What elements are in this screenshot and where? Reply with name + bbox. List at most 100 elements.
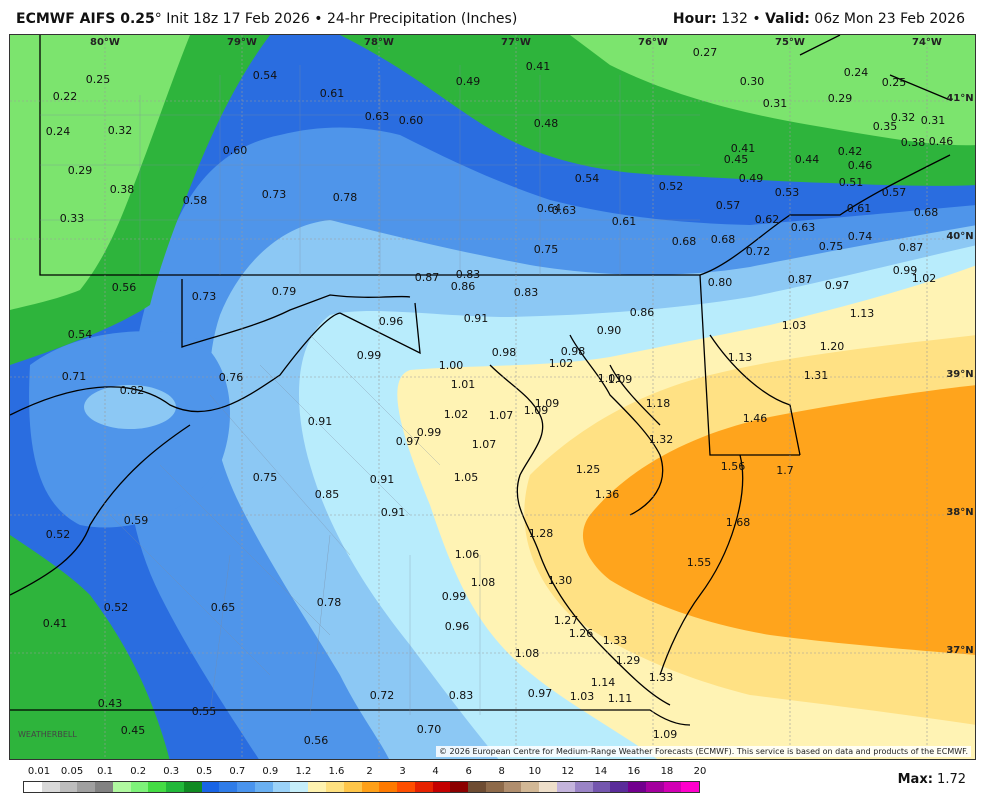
legend-swatch — [681, 782, 700, 792]
legend-swatch — [574, 782, 593, 792]
legend-swatch — [663, 782, 682, 792]
legend-swatch — [485, 782, 504, 792]
legend-swatch — [432, 782, 451, 792]
precip-value: 0.41 — [43, 617, 68, 630]
precip-value: 1.08 — [471, 576, 496, 589]
weatherbell-logo: WEATHERBELL — [18, 730, 77, 739]
precip-value: 0.25 — [86, 73, 111, 86]
precip-value: 0.57 — [882, 186, 907, 199]
precip-value: 1.32 — [649, 433, 674, 446]
precip-value: 0.97 — [528, 687, 553, 700]
legend-label: 0.1 — [97, 766, 114, 777]
map-title: ECMWF AIFS 0.25° Init 18z 17 Feb 2026 • … — [16, 11, 518, 27]
precip-value: 0.99 — [893, 264, 918, 277]
legend-swatch — [130, 782, 149, 792]
precip-value: 1.09 — [535, 397, 560, 410]
precip-value: 1.09 — [608, 373, 633, 386]
legend-swatch — [24, 782, 42, 792]
precip-value: 0.96 — [379, 315, 404, 328]
precip-value: 0.46 — [848, 159, 873, 172]
band-orange — [582, 385, 975, 655]
legend-swatch — [397, 782, 415, 792]
precip-value: 0.62 — [755, 213, 780, 226]
legend-label: 2 — [366, 766, 373, 777]
precip-value: 0.91 — [308, 415, 333, 428]
precip-value: 1.25 — [576, 463, 601, 476]
precip-value: 0.85 — [315, 488, 340, 501]
precip-value: 0.83 — [514, 286, 539, 299]
precip-value: 0.87 — [788, 273, 813, 286]
precip-value: 1.68 — [726, 516, 751, 529]
longitude-label: 76°W — [638, 37, 668, 48]
precip-value: 0.46 — [929, 135, 954, 148]
precip-value: 1.7 — [776, 464, 794, 477]
band-lightgreen — [10, 35, 190, 310]
precip-value: 0.64 — [537, 202, 562, 215]
precip-value: 0.43 — [98, 697, 123, 710]
precip-value: 0.76 — [219, 371, 244, 384]
precip-value: 0.91 — [464, 312, 489, 325]
precip-value: 0.98 — [561, 345, 586, 358]
legend-swatch — [361, 782, 380, 792]
precip-value: 0.29 — [828, 92, 853, 105]
precip-map[interactable]: 80°W 79°W 78°W 77°W 76°W 75°W 74°W 41°N 40°N 39°… — [9, 34, 976, 760]
precip-value: 0.86 — [630, 306, 655, 319]
precip-value: 1.08 — [515, 647, 540, 660]
legend-swatch — [414, 782, 433, 792]
legend-swatch — [645, 782, 664, 792]
precip-value: 1.20 — [820, 340, 845, 353]
precip-value: 1.27 — [554, 614, 579, 627]
precip-value: 0.45 — [121, 724, 146, 737]
legend-swatch — [77, 782, 96, 792]
precip-value: 0.65 — [211, 601, 236, 614]
legend-swatch — [539, 782, 557, 792]
precip-value: 1.02 — [549, 357, 574, 370]
precip-value: 0.99 — [357, 349, 382, 362]
legend-label: 10 — [528, 766, 542, 777]
legend-label: 6 — [465, 766, 472, 777]
header: ECMWF AIFS 0.25° Init 18z 17 Feb 2026 • … — [0, 0, 984, 34]
precip-value: 0.72 — [746, 245, 771, 258]
legend-label: 0.9 — [262, 766, 279, 777]
precip-value: 0.41 — [526, 60, 551, 73]
legend-label: 0.5 — [196, 766, 213, 777]
legend-swatch — [379, 782, 398, 792]
graticule — [10, 35, 975, 759]
precip-value: 0.29 — [68, 164, 93, 177]
precip-value: 0.53 — [775, 186, 800, 199]
legend-label: 12 — [561, 766, 575, 777]
precip-value: 0.22 — [53, 90, 78, 103]
legend-swatch — [148, 782, 167, 792]
precip-value: 1.46 — [743, 412, 768, 425]
precip-value: 0.78 — [333, 191, 358, 204]
precip-value: 1.05 — [454, 471, 479, 484]
longitude-label: 75°W — [775, 37, 805, 48]
precip-value: 0.56 — [304, 734, 329, 747]
legend-swatch — [592, 782, 611, 792]
model-name: ECMWF AIFS 0.25 — [16, 11, 155, 27]
color-legend: 0.01 0.05 0.1 0.2 0.3 0.5 0.7 0.9 1.2 1.6 2 3 4 6 8 10 1… — [23, 766, 707, 802]
legend-swatch — [308, 782, 327, 792]
legend-label: 0.2 — [130, 766, 147, 777]
latitude-label: 37°N — [946, 645, 973, 656]
precip-value: 1.01 — [451, 378, 476, 391]
precip-value: 0.73 — [192, 290, 217, 303]
legend-labels: 0.01 0.05 0.1 0.2 0.3 0.5 0.7 0.9 1.2 1.6 2 3 4 6 8 10 1… — [23, 766, 707, 780]
precip-value: 0.38 — [110, 183, 135, 196]
longitude-label: 74°W — [912, 37, 942, 48]
legend-swatch — [112, 782, 131, 792]
precip-value: 0.61 — [320, 87, 345, 100]
latitude-label: 41°N — [946, 93, 973, 104]
precip-value: 0.97 — [825, 279, 850, 292]
legend-label: 8 — [498, 766, 505, 777]
copyright-notice: © 2026 European Centre for Medium-Range … — [436, 746, 971, 757]
precip-value: 0.49 — [739, 172, 764, 185]
latitude-ticks: 41°N 40°N 39°N 38°N 37°N — [946, 93, 973, 656]
legend-swatch — [237, 782, 255, 792]
max-value: Max: 1.72 — [897, 772, 966, 787]
precip-value: 0.82 — [120, 384, 145, 397]
precip-value: 1.11 — [608, 692, 633, 705]
precip-value: 1.26 — [569, 627, 594, 640]
precip-value: 0.79 — [272, 285, 297, 298]
precip-value: 0.54 — [253, 69, 278, 82]
